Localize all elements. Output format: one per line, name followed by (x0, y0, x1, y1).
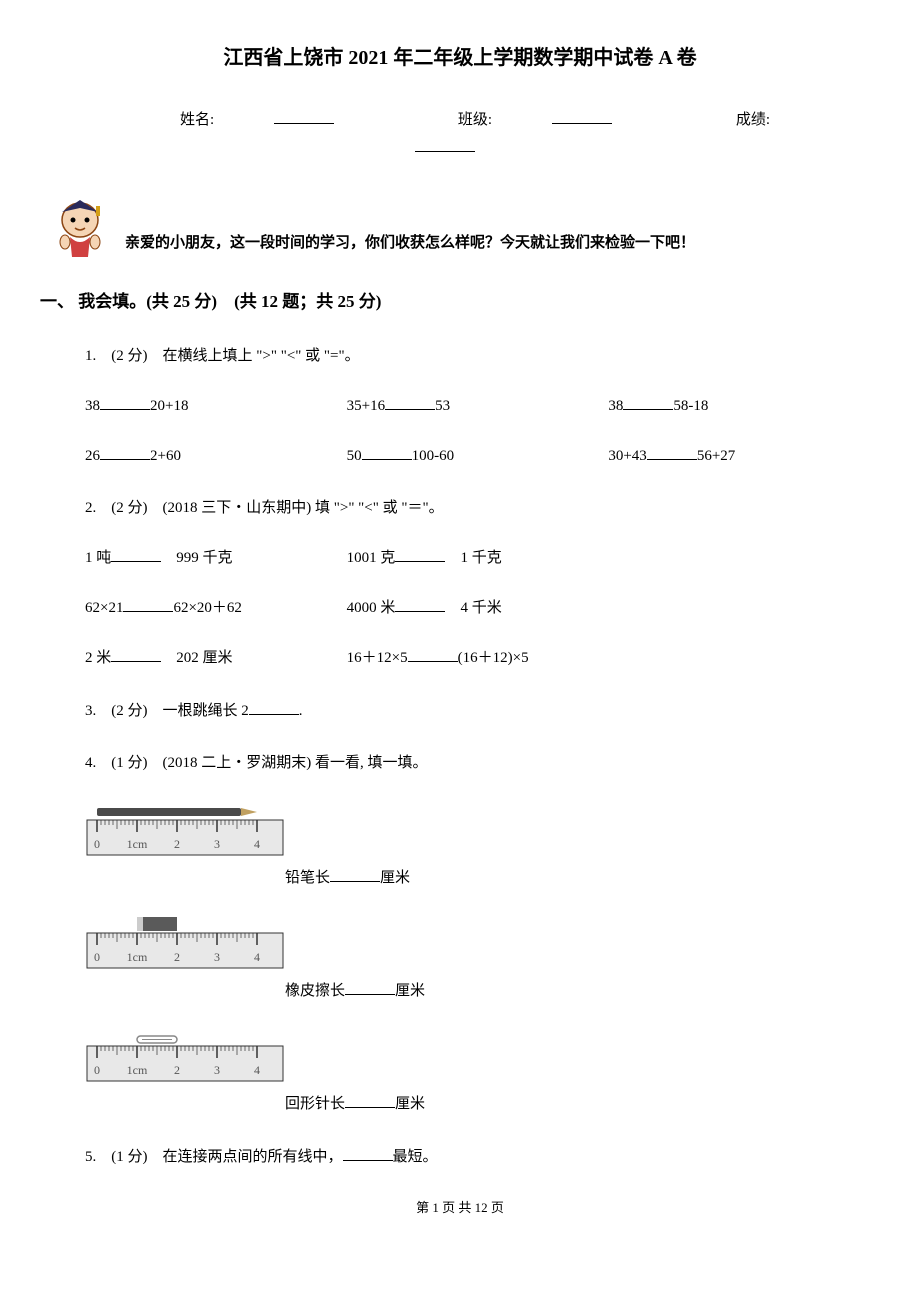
q2-r3c1b: 202 厘米 (176, 650, 232, 666)
name-blank[interactable] (274, 106, 334, 124)
svg-text:0: 0 (94, 837, 100, 851)
q2-r3c1a: 2 米 (85, 650, 111, 666)
q1-blank-2[interactable] (385, 392, 435, 410)
svg-text:2: 2 (174, 1063, 180, 1077)
page-title: 江西省上饶市 2021 年二年级上学期数学期中试卷 A 卷 (50, 40, 870, 76)
question-1: 1. (2 分) 在横线上填上 ">" "<" 或 "="。 38 20+18 3… (85, 343, 870, 470)
q3-blank[interactable] (249, 697, 299, 715)
greeting-text: 亲爱的小朋友，这一段时间的学习，你们收获怎么样呢？今天就让我们来检验一下吧！ (125, 230, 695, 262)
q1-blank-6[interactable] (647, 442, 697, 460)
page-footer: 第 1 页 共 12 页 (50, 1196, 870, 1219)
q1-r1c1a: 38 (85, 398, 100, 414)
question-5: 5. (1 分) 在连接两点间的所有线中， 最短。 (85, 1143, 870, 1171)
q4-label3a: 回形针长 (285, 1096, 345, 1112)
svg-text:1cm: 1cm (127, 837, 148, 851)
name-label: 姓名: (180, 112, 214, 128)
q5-blank[interactable] (343, 1143, 393, 1161)
q2-blank-2[interactable] (395, 544, 445, 562)
svg-text:0: 0 (94, 1063, 100, 1077)
q1-r2c1b: 2+60 (150, 448, 181, 464)
q2-blank-3[interactable] (123, 594, 173, 612)
q1-blank-1[interactable] (100, 392, 150, 410)
q1-r1c3a: 38 (608, 398, 623, 414)
q2-blank-6[interactable] (408, 644, 458, 662)
svg-text:4: 4 (254, 1063, 260, 1077)
question-4: 4. (1 分) (2018 二上・罗湖期末) 看一看, 填一填。 0 1cm 2 3… (85, 750, 870, 1118)
q1-r2c2b: 100-60 (412, 448, 455, 464)
q4-blank-1[interactable] (330, 864, 380, 882)
q1-r1c1b: 20+18 (150, 398, 188, 414)
class-blank[interactable] (552, 106, 612, 124)
q2-r2c2a: 4000 米 (347, 600, 396, 616)
svg-text:2: 2 (174, 950, 180, 964)
svg-text:1cm: 1cm (127, 950, 148, 964)
q1-r1c2a: 35+16 (347, 398, 385, 414)
q4-blank-3[interactable] (345, 1090, 395, 1108)
q5-stem-a: 5. (1 分) 在连接两点间的所有线中， (85, 1149, 343, 1165)
ruler-eraser-icon: 0 1cm 2 3 4 (85, 912, 285, 972)
score-label: 成绩: (736, 112, 770, 128)
q2-r1c1a: 1 吨 (85, 550, 111, 566)
ruler-pencil-icon: 0 1cm 2 3 4 (85, 799, 285, 859)
q1-r1c3b: 58-18 (673, 398, 708, 414)
q2-r3c2b: (16＋12)×5 (458, 650, 529, 666)
q2-blank-5[interactable] (111, 644, 161, 662)
q1-r2c3a: 30+43 (608, 448, 646, 464)
class-label: 班级: (458, 112, 492, 128)
question-2: 2. (2 分) (2018 三下・山东期中) 填 ">" "<" 或 "＝"。… (85, 495, 870, 672)
svg-text:1cm: 1cm (127, 1063, 148, 1077)
q4-blank-2[interactable] (345, 977, 395, 995)
q1-blank-4[interactable] (100, 442, 150, 460)
svg-text:3: 3 (214, 837, 220, 851)
q1-r2c1a: 26 (85, 448, 100, 464)
svg-text:2: 2 (174, 837, 180, 851)
q4-label1b: 厘米 (380, 870, 410, 886)
q3-stem-a: 3. (2 分) 一根跳绳长 2 (85, 703, 249, 719)
q4-stem: 4. (1 分) (2018 二上・罗湖期末) 看一看, 填一填。 (85, 750, 870, 777)
q2-r2c1a: 62×21 (85, 600, 123, 616)
question-3: 3. (2 分) 一根跳绳长 2. (85, 697, 870, 725)
q1-r1c2b: 53 (435, 398, 450, 414)
section-header: 一、 我会填。(共 25 分) (共 12 题；共 25 分) (40, 287, 870, 318)
q2-blank-4[interactable] (395, 594, 445, 612)
q1-r2c2a: 50 (347, 448, 362, 464)
q4-label1a: 铅笔长 (285, 870, 330, 886)
q1-r2c3b: 56+27 (697, 448, 735, 464)
q2-r1c2b: 1 千克 (460, 550, 501, 566)
q2-r1c2a: 1001 克 (347, 550, 396, 566)
q2-r1c1b: 999 千克 (176, 550, 232, 566)
svg-text:4: 4 (254, 950, 260, 964)
mascot-icon (50, 192, 110, 262)
q2-r2c1b: 62×20＋62 (173, 600, 241, 616)
q4-label3b: 厘米 (395, 1096, 425, 1112)
q2-r2c2b: 4 千米 (460, 600, 501, 616)
score-blank[interactable] (415, 134, 475, 152)
q4-label2b: 厘米 (395, 983, 425, 999)
svg-text:3: 3 (214, 1063, 220, 1077)
info-row: 姓名: 班级: 成绩: (50, 106, 870, 162)
q1-blank-5[interactable] (362, 442, 412, 460)
q2-stem: 2. (2 分) (2018 三下・山东期中) 填 ">" "<" 或 "＝"。 (85, 495, 870, 522)
svg-text:4: 4 (254, 837, 260, 851)
q5-stem-b: 最短。 (393, 1149, 438, 1165)
svg-text:3: 3 (214, 950, 220, 964)
q2-blank-1[interactable] (111, 544, 161, 562)
q1-blank-3[interactable] (623, 392, 673, 410)
q1-stem: 1. (2 分) 在横线上填上 ">" "<" 或 "="。 (85, 343, 870, 370)
q4-label2a: 橡皮擦长 (285, 983, 345, 999)
ruler-clip-icon: 0 1cm 2 3 4 (85, 1025, 285, 1085)
svg-text:0: 0 (94, 950, 100, 964)
q2-r3c2a: 16＋12×5 (347, 650, 408, 666)
mascot-row: 亲爱的小朋友，这一段时间的学习，你们收获怎么样呢？今天就让我们来检验一下吧！ (50, 192, 870, 262)
q3-stem-b: . (299, 703, 303, 719)
